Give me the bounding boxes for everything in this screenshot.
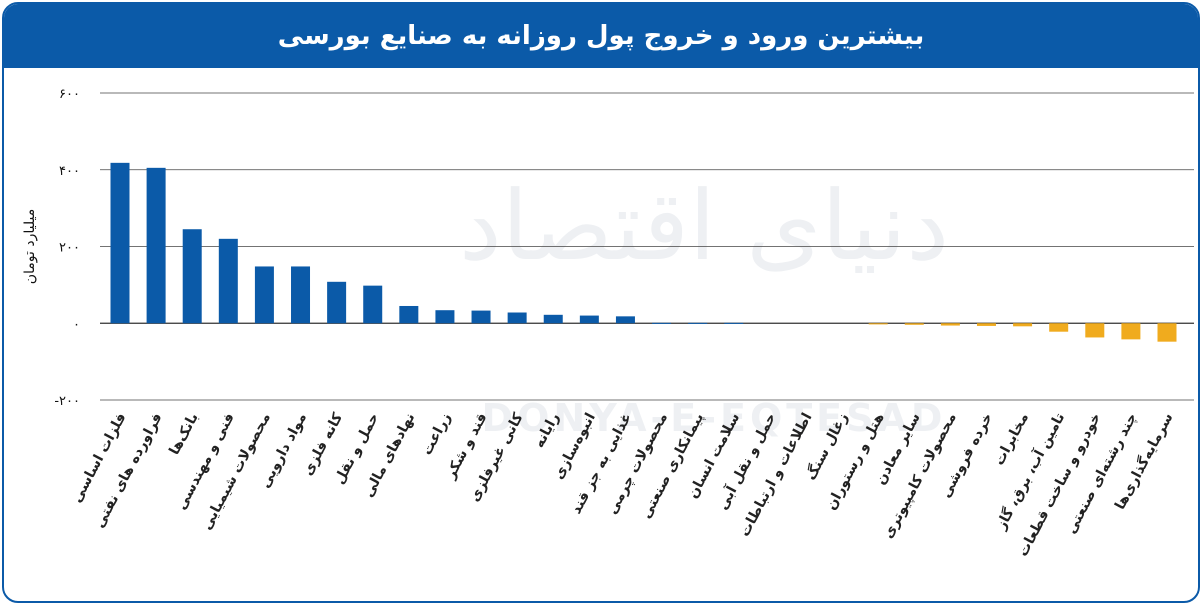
- bar: [615, 316, 635, 324]
- bar: [1121, 323, 1141, 340]
- title-bar: [4, 4, 1198, 68]
- bar: [976, 323, 996, 326]
- y-axis-label: میلیارد تومان: [22, 209, 38, 284]
- bar: [1013, 323, 1033, 327]
- x-tick-label: زراعت: [419, 410, 454, 458]
- bar: [399, 305, 419, 324]
- x-tick-label: بانک‌ها: [166, 410, 201, 457]
- bar: [868, 323, 888, 325]
- bar: [291, 266, 311, 324]
- watermark-latin: DONYA-E-EQTESAD: [481, 396, 947, 440]
- bar: [904, 323, 924, 325]
- y-tick-label: -۲۰۰: [54, 394, 80, 409]
- bar: [1085, 323, 1105, 338]
- bar: [688, 322, 708, 324]
- x-tick-label: فراورده های نفتی: [92, 410, 166, 530]
- bar: [182, 229, 202, 324]
- bar: [110, 162, 130, 324]
- bar: [724, 322, 744, 324]
- bar: [363, 285, 383, 324]
- bar: [1157, 323, 1177, 342]
- x-tick-label: مخابرات: [991, 410, 1032, 468]
- bar: [218, 238, 238, 324]
- chart-title: بیشترین ورود و خروج پول روزانه به صنایع …: [277, 21, 925, 51]
- bar: [940, 323, 960, 326]
- bar: [254, 266, 274, 324]
- x-tick-label: رایانه: [531, 410, 563, 450]
- bar: [652, 322, 672, 324]
- y-tick-label: ۶۰۰: [59, 87, 80, 102]
- bar: [507, 312, 527, 324]
- watermark-logo: دنیای اقتصاد: [458, 170, 950, 282]
- bar: [146, 167, 166, 324]
- bar: [327, 281, 347, 324]
- y-tick-label: ۲۰۰: [59, 241, 80, 256]
- bar: [543, 314, 563, 324]
- bar: [1049, 323, 1069, 332]
- bar: [579, 315, 599, 324]
- bar: [435, 310, 455, 324]
- y-tick-label: ۴۰۰: [59, 164, 80, 179]
- y-tick-label: ۰: [73, 317, 80, 332]
- bar: [471, 310, 491, 324]
- x-tick-label: تامین آب، برق، گاز: [991, 409, 1068, 533]
